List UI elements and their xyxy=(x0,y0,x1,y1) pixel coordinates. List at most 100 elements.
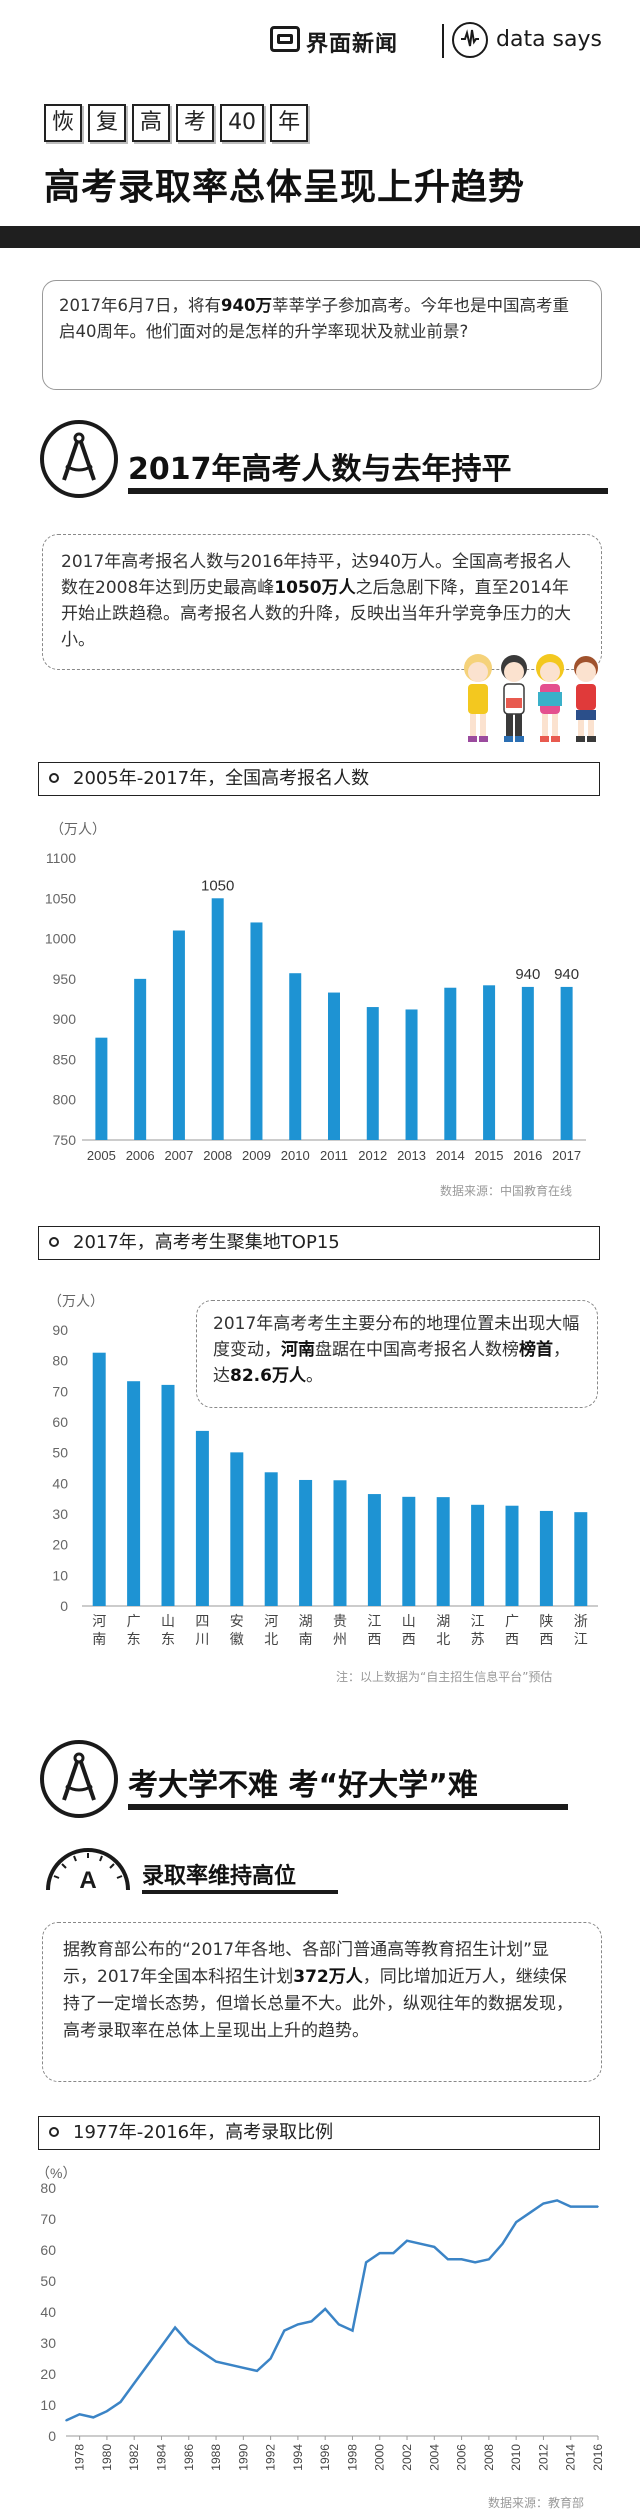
y-tick-label: 70 xyxy=(52,1383,68,1399)
kicker: 恢复高考 40 年 xyxy=(44,104,314,142)
chart2-callout: 2017年高考考生主要分布的地理位置未出现大幅度变动，河南盘踞在中国高考报名人数… xyxy=(196,1300,598,1408)
x-tick-label: 2017 xyxy=(552,1148,581,1163)
data-point xyxy=(65,2419,67,2422)
x-tick-label: 西 xyxy=(505,1631,519,1647)
section2-text-box: 据教育部公布的“2017年各地、各部门普通高等教育招生计划”显示，2017年全国… xyxy=(42,1922,602,2082)
callout-text: 2017年高考考生主要分布的地理位置未出现大幅度变动， xyxy=(213,1314,580,1360)
bar xyxy=(195,1430,209,1606)
x-tick-label: 四 xyxy=(195,1613,209,1629)
data-label: 940 xyxy=(554,966,579,983)
x-tick-label: 2016 xyxy=(513,1148,542,1163)
bar xyxy=(402,1496,416,1606)
section2-text: 据教育部公布的“2017年各地、各部门普通高等教育招生计划”显示，2017年全国… xyxy=(63,1940,549,1987)
callout-text-end: 。 xyxy=(305,1366,323,1386)
kicker-char: 考 xyxy=(176,104,215,142)
bar xyxy=(436,1497,450,1606)
bar xyxy=(134,978,147,1140)
y-tick-label: 40 xyxy=(52,1475,68,1491)
x-tick-label: 江 xyxy=(367,1613,381,1629)
x-tick-label: 1992 xyxy=(264,2444,278,2471)
y-tick-label: 50 xyxy=(40,2273,56,2289)
bar xyxy=(521,986,534,1140)
data-point xyxy=(542,2202,545,2205)
x-tick-label: 2012 xyxy=(536,2444,550,2471)
partner-name: data says xyxy=(496,27,602,52)
student-girl-reading-figure xyxy=(536,654,564,742)
kicker-char: 年 xyxy=(270,104,309,142)
x-tick-label: 2015 xyxy=(475,1148,504,1163)
data-point xyxy=(269,2357,272,2360)
x-tick-label: 1978 xyxy=(73,2444,87,2471)
section1-text: 2017年高考报名人数与2016年持平，达940万人。全国高考报名人数在2008… xyxy=(61,552,571,598)
x-tick-label: 陕 xyxy=(539,1613,553,1629)
x-tick-label: 1986 xyxy=(182,2444,196,2471)
chart2-unit-label: （万人） xyxy=(48,1293,104,1309)
bar xyxy=(328,992,340,1140)
x-tick-label: 2008 xyxy=(203,1148,232,1163)
bar xyxy=(367,1494,381,1606)
x-tick-label: 南 xyxy=(299,1631,313,1647)
bar xyxy=(574,1512,588,1606)
y-tick-label: 80 xyxy=(40,2180,56,2196)
bar xyxy=(92,1352,106,1606)
bar xyxy=(250,922,263,1140)
section1-text-rest: 之后急剧下降，直至2014年开始止跌趋稳。高考报名人数的升降，反映出当年升学竞争… xyxy=(61,578,571,650)
y-tick-label: 1050 xyxy=(45,890,76,906)
data-point xyxy=(106,2410,108,2412)
x-tick-label: 2009 xyxy=(242,1148,271,1163)
chart3-admission-rate: （%） 0 10 20 30 40 50 60 70 80 1978 1980 1982 1984 1986… xyxy=(36,2165,605,2471)
chart1-source: 数据来源：中国教育在线 xyxy=(440,1184,573,1198)
data-point xyxy=(310,2320,313,2323)
chart2-source: 注：以上数据为“自主招生信息平台”预估 xyxy=(336,1670,553,1684)
y-tick-label: 80 xyxy=(52,1353,68,1369)
x-tick-label: 苏 xyxy=(471,1631,485,1647)
svg-text:A: A xyxy=(79,1867,96,1892)
brand-header: 界面新闻 data says xyxy=(0,0,640,80)
data-point xyxy=(392,2252,395,2254)
data-point xyxy=(160,2345,163,2347)
x-tick-label: 2007 xyxy=(164,1148,193,1163)
bar xyxy=(560,986,573,1140)
title-band xyxy=(0,226,640,248)
bar xyxy=(161,1384,175,1606)
data-point xyxy=(242,2367,245,2369)
bar xyxy=(264,1472,278,1606)
callout-highlight-value: 82.6万人 xyxy=(230,1366,306,1386)
data-point xyxy=(488,2258,490,2261)
section1-text-box: 2017年高考报名人数与2016年持平，达940万人。全国高考报名人数在2008… xyxy=(42,534,602,670)
chart3-heading: 1977年-2016年，高考录取比例 xyxy=(38,2116,600,2150)
x-tick-label: 徽 xyxy=(230,1631,244,1647)
data-point xyxy=(378,2252,381,2254)
data-point xyxy=(569,2205,572,2208)
data-point xyxy=(406,2239,408,2242)
y-tick-label: 1000 xyxy=(45,931,76,947)
x-tick-label: 2010 xyxy=(281,1148,310,1163)
datasays-logo-icon xyxy=(452,22,488,58)
x-tick-label: 湖 xyxy=(436,1613,450,1629)
data-label: 940 xyxy=(515,966,540,983)
x-tick-label: 东 xyxy=(127,1631,141,1647)
x-tick-label: 广 xyxy=(127,1613,141,1629)
data-point xyxy=(460,2258,463,2261)
student-boy-red-figure xyxy=(574,656,598,742)
compass-icon xyxy=(40,1740,118,1818)
bar xyxy=(471,1504,485,1606)
bar xyxy=(444,987,457,1140)
data-point xyxy=(78,2413,81,2416)
x-tick-label: 2004 xyxy=(427,2444,441,2471)
data-point xyxy=(365,2261,367,2264)
kicker-char: 40 xyxy=(220,104,265,142)
student-boy-figure xyxy=(501,655,527,742)
brand-name: 界面新闻 xyxy=(306,32,399,57)
chart1-registrations: （万人） 750 800 850 900 950 1000 1050 1100 2005 2006 2… xyxy=(45,821,586,1163)
bar xyxy=(127,1381,141,1606)
y-tick-label: 850 xyxy=(53,1051,77,1067)
x-tick-label: 2014 xyxy=(564,2444,578,2471)
data-point xyxy=(324,2308,326,2310)
data-point xyxy=(447,2258,449,2261)
y-tick-label: 0 xyxy=(60,1598,68,1614)
chart1-unit-label: （万人） xyxy=(50,821,106,837)
x-tick-label: 1996 xyxy=(318,2444,332,2471)
x-tick-label: 东 xyxy=(161,1631,175,1647)
data-point xyxy=(419,2243,422,2245)
